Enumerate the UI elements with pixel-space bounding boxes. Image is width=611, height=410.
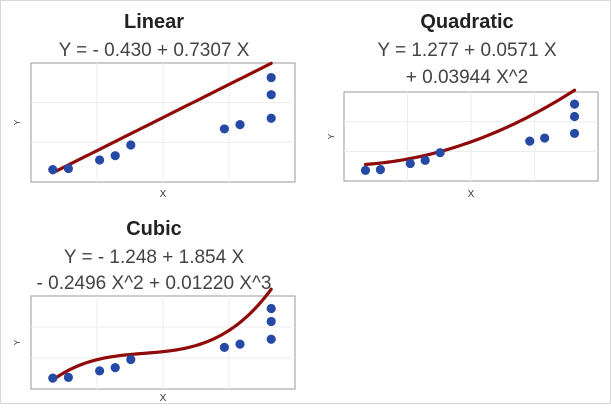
regression-equation-line: Y = 1.277 + 0.0571 X xyxy=(377,40,557,61)
data-point xyxy=(110,151,120,161)
fit-panel-linear: Linear Y = - 0.430 + 0.7307 X X Y xyxy=(13,11,296,200)
x-axis-label: X xyxy=(160,393,167,404)
data-point xyxy=(266,72,276,83)
data-point xyxy=(63,163,73,174)
data-point xyxy=(375,165,385,175)
fit-panel-quadratic: Quadratic Y = 1.277 + 0.0571 X + 0.03944 X… xyxy=(327,11,599,200)
data-point xyxy=(266,316,276,327)
data-point xyxy=(525,136,535,146)
y-axis-label: Y xyxy=(13,119,22,125)
x-axis-label: X xyxy=(160,189,167,200)
data-point xyxy=(126,354,136,365)
x-axis-label: X xyxy=(468,189,475,200)
data-point xyxy=(266,303,276,314)
data-point xyxy=(540,133,550,143)
chart-title: Cubic xyxy=(126,218,182,240)
fitted-curve xyxy=(363,88,577,167)
regression-equation-line: Y = - 0.430 + 0.7307 X xyxy=(59,40,250,61)
data-point xyxy=(48,373,58,383)
fitted-curve xyxy=(51,287,273,382)
data-point xyxy=(266,334,276,344)
data-point xyxy=(110,363,120,373)
data-point xyxy=(63,372,73,382)
data-point xyxy=(569,99,580,109)
chart-title: Quadratic xyxy=(420,11,513,33)
data-point xyxy=(266,113,276,123)
data-point xyxy=(235,120,245,130)
data-point xyxy=(405,158,415,169)
data-point xyxy=(420,155,430,165)
chart-title: Linear xyxy=(124,11,184,33)
regression-equation-line: + 0.03944 X^2 xyxy=(406,67,529,88)
fitted-curve xyxy=(51,61,273,175)
data-point xyxy=(219,342,229,352)
y-axis-label: Y xyxy=(13,339,22,345)
data-point xyxy=(360,165,371,175)
data-point xyxy=(126,140,136,150)
data-point xyxy=(95,155,105,165)
data-point xyxy=(48,164,58,175)
data-point xyxy=(219,124,229,134)
y-axis-label: Y xyxy=(327,133,336,139)
data-point xyxy=(569,128,580,139)
data-point xyxy=(235,339,245,349)
data-point xyxy=(435,148,445,158)
data-point xyxy=(266,90,276,100)
data-point xyxy=(95,366,105,376)
fit-panel-cubic: Cubic Y = - 1.248 + 1.854 X - 0.2496 X^2 +… xyxy=(13,218,296,404)
data-point xyxy=(569,111,580,122)
regression-equation-line: - 0.2496 X^2 + 0.01220 X^3 xyxy=(37,273,272,294)
regression-equation-line: Y = - 1.248 + 1.854 X xyxy=(64,247,245,268)
